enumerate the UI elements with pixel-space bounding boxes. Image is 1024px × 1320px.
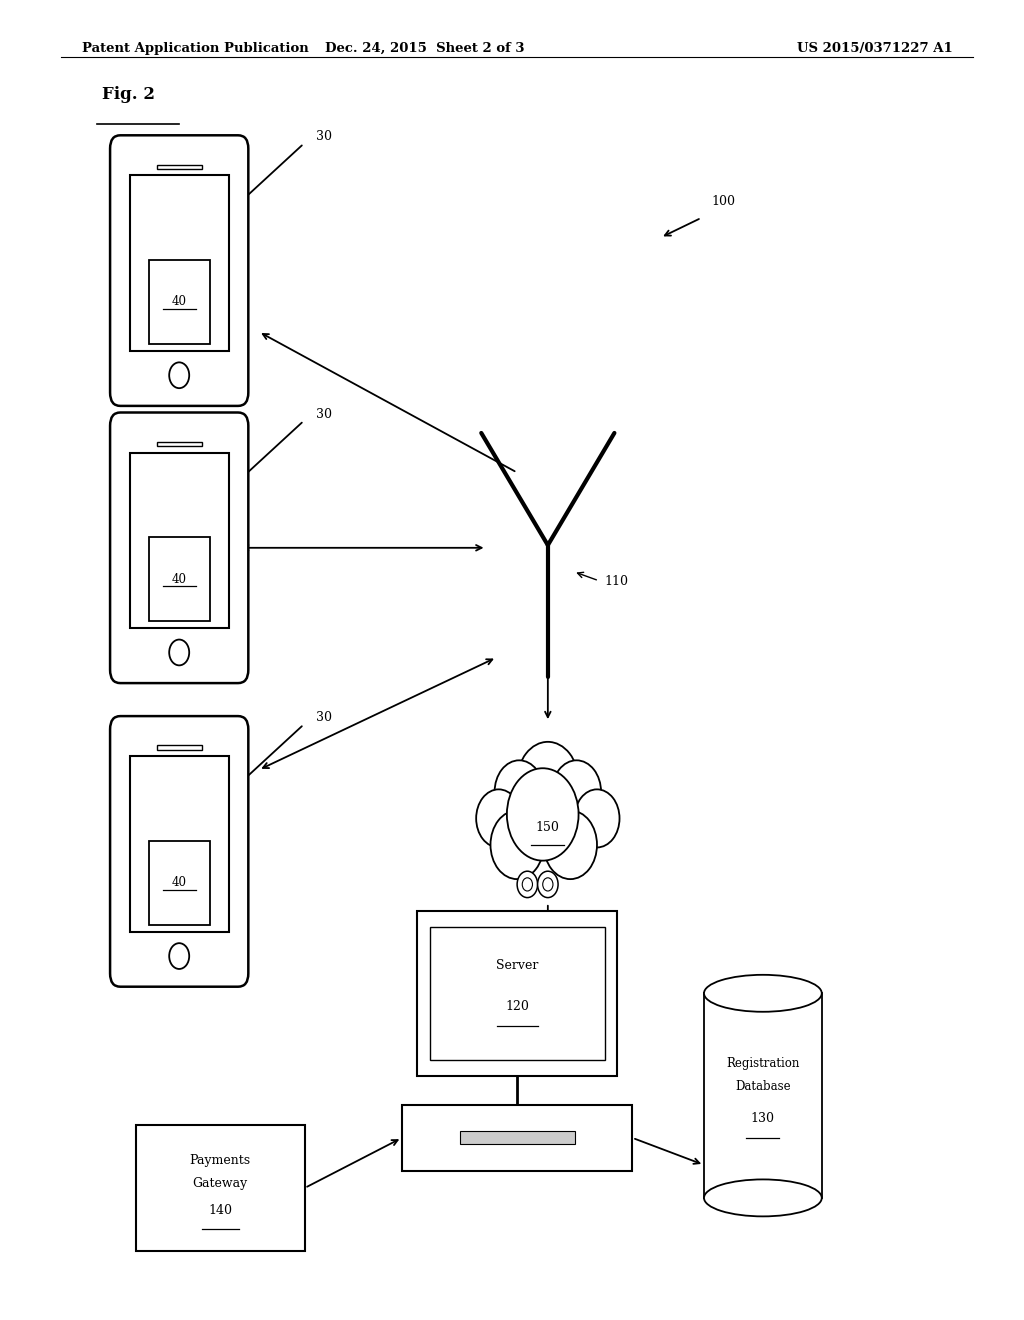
Circle shape <box>522 878 532 891</box>
Circle shape <box>169 363 189 388</box>
Bar <box>157 746 202 750</box>
Circle shape <box>574 789 620 847</box>
Circle shape <box>476 789 521 847</box>
FancyBboxPatch shape <box>111 135 248 407</box>
Bar <box>148 841 210 925</box>
Text: 30: 30 <box>316 131 332 144</box>
Bar <box>135 1125 305 1251</box>
Text: 110: 110 <box>604 574 628 587</box>
Circle shape <box>495 760 544 824</box>
Circle shape <box>507 768 579 861</box>
Text: Patent Application Publication: Patent Application Publication <box>82 42 308 55</box>
Text: US 2015/0371227 A1: US 2015/0371227 A1 <box>797 42 952 55</box>
Bar <box>460 1131 574 1144</box>
Bar <box>130 756 228 932</box>
Text: 40: 40 <box>172 573 186 586</box>
Bar <box>157 165 202 169</box>
Circle shape <box>517 742 579 821</box>
Text: Database: Database <box>735 1080 791 1093</box>
Ellipse shape <box>705 1180 821 1217</box>
Bar <box>401 1105 633 1171</box>
Circle shape <box>169 640 189 665</box>
Text: 150: 150 <box>536 821 560 834</box>
FancyBboxPatch shape <box>111 413 248 684</box>
Circle shape <box>552 760 601 824</box>
Bar <box>705 993 821 1199</box>
Text: 30: 30 <box>316 408 332 421</box>
Bar <box>130 453 228 628</box>
Circle shape <box>169 944 189 969</box>
Ellipse shape <box>705 974 821 1011</box>
Circle shape <box>490 810 544 879</box>
Bar <box>148 537 210 622</box>
Bar <box>430 927 604 1060</box>
Text: Gateway: Gateway <box>193 1176 248 1189</box>
Bar <box>130 176 228 351</box>
Text: 120: 120 <box>505 999 529 1012</box>
Text: Registration: Registration <box>726 1056 800 1069</box>
FancyBboxPatch shape <box>111 717 248 987</box>
Circle shape <box>538 871 558 898</box>
Text: 100: 100 <box>712 194 735 207</box>
Text: Dec. 24, 2015  Sheet 2 of 3: Dec. 24, 2015 Sheet 2 of 3 <box>326 42 524 55</box>
Text: 140: 140 <box>208 1204 232 1217</box>
Bar <box>418 911 616 1076</box>
Text: 30: 30 <box>316 711 332 725</box>
Text: Server: Server <box>496 958 539 972</box>
Text: Payments: Payments <box>189 1154 251 1167</box>
Circle shape <box>517 871 538 898</box>
Circle shape <box>543 878 553 891</box>
Circle shape <box>544 810 597 879</box>
Text: Fig. 2: Fig. 2 <box>102 86 156 103</box>
Text: 40: 40 <box>172 876 186 890</box>
Text: 130: 130 <box>751 1111 775 1125</box>
Bar <box>157 442 202 446</box>
Bar <box>148 260 210 345</box>
Text: 40: 40 <box>172 296 186 309</box>
